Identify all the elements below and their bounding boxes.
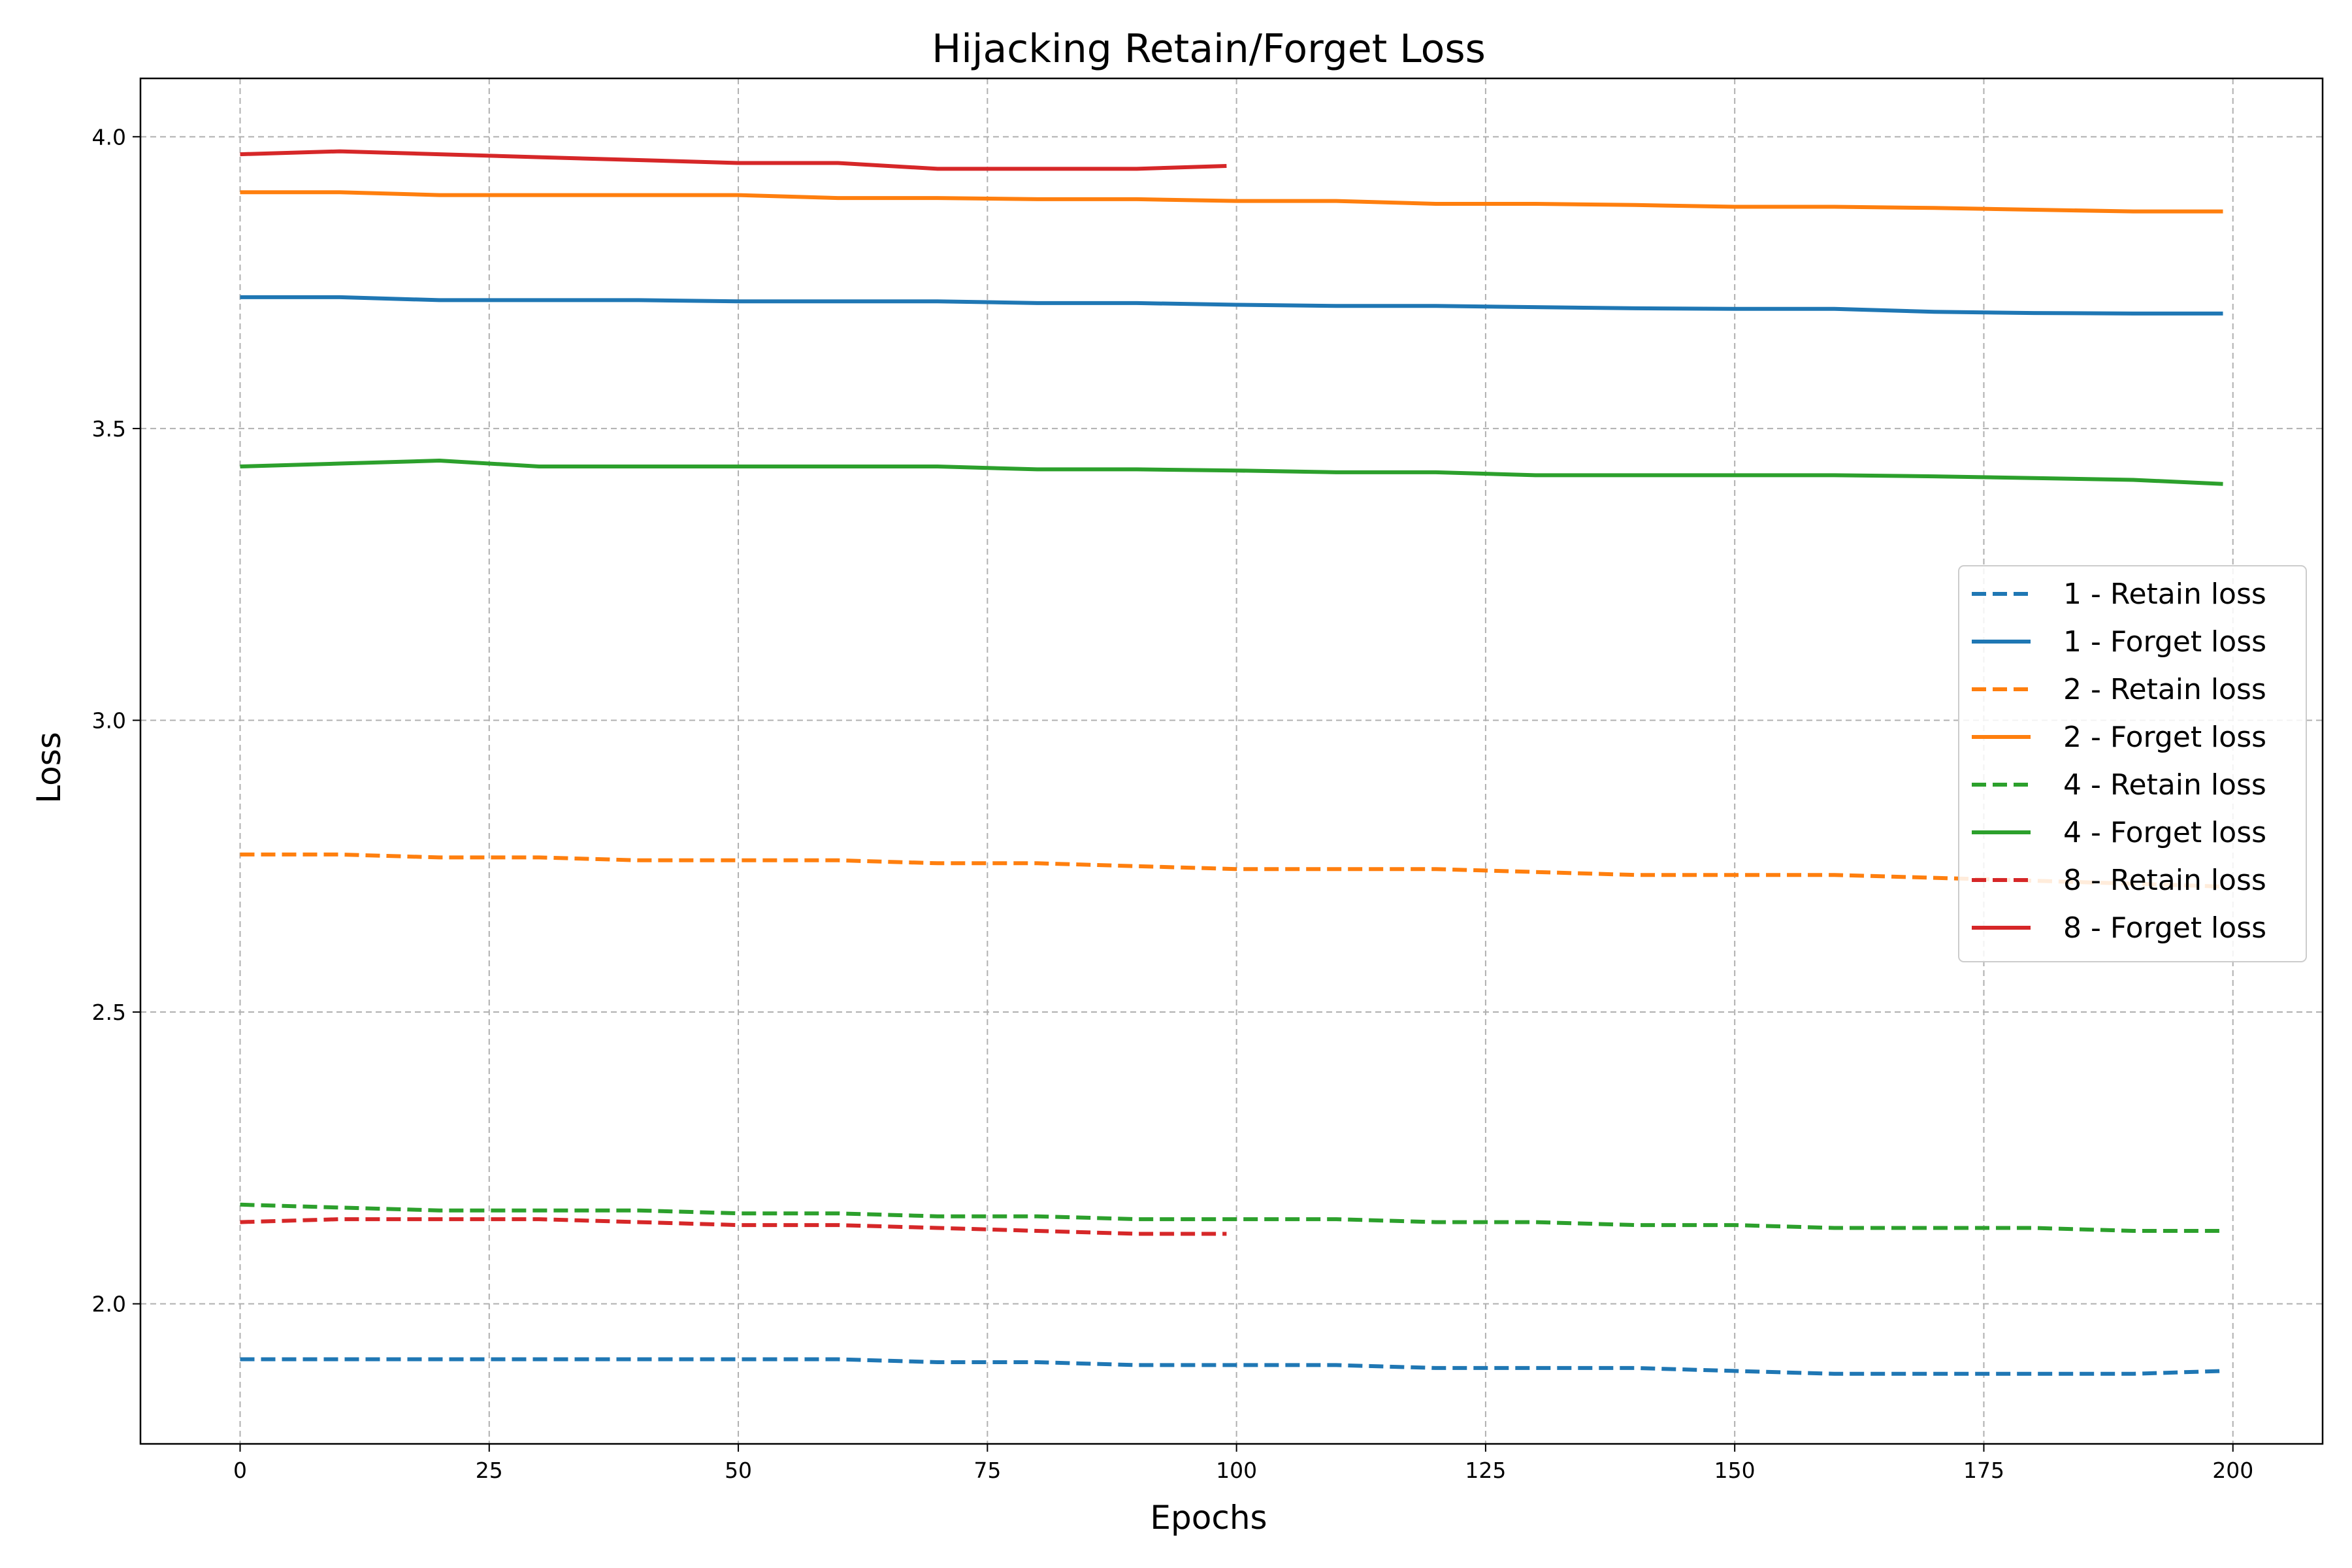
x-tick-label: 75 <box>973 1458 1001 1483</box>
y-tick-label: 3.5 <box>92 416 126 442</box>
series-line-2 <box>240 295 2223 316</box>
x-tick-label: 100 <box>1216 1458 1257 1483</box>
grid <box>140 78 2323 1444</box>
x-tick-label: 200 <box>2212 1458 2253 1483</box>
legend-box <box>1958 565 2307 962</box>
series-line-4 <box>240 190 2223 214</box>
legend-label: 2 - Forget loss <box>2063 721 2266 754</box>
legend-label: 1 - Forget loss <box>2063 625 2266 659</box>
legend-label: 8 - Forget loss <box>2063 911 2266 945</box>
x-tick-label: 175 <box>1963 1458 2004 1483</box>
series-line-3 <box>240 852 2223 889</box>
legend: 1 - Retain loss 1 - Forget loss 2 - Retain… <box>1958 565 2307 962</box>
plot-frame <box>139 77 2324 1445</box>
legend-label: 2 - Retain loss <box>2063 673 2266 706</box>
y-tick-label: 2.0 <box>92 1292 126 1317</box>
legend-label: 1 - Retain loss <box>2063 578 2266 611</box>
y-axis-label: Loss <box>30 732 68 804</box>
y-tick-label: 4.0 <box>92 124 126 150</box>
series-lines <box>240 149 2223 1376</box>
legend-label: 4 - Forget loss <box>2063 816 2266 849</box>
legend-label: 4 - Retain loss <box>2063 768 2266 802</box>
chart-title: Hijacking Retain/Forget Loss <box>932 26 1486 72</box>
series-line-8 <box>240 149 1227 171</box>
y-tick-label: 2.5 <box>92 1000 126 1025</box>
y-tick-label: 3.0 <box>92 708 126 733</box>
legend-label: 8 - Retain loss <box>2063 864 2266 897</box>
series-line-6 <box>240 459 2223 486</box>
x-tick-label: 150 <box>1714 1458 1756 1483</box>
x-tick-label: 125 <box>1465 1458 1506 1483</box>
x-tick-label: 0 <box>233 1458 247 1483</box>
x-tick-label: 50 <box>725 1458 752 1483</box>
series-line-1 <box>240 1357 2223 1376</box>
ticks: 0 25 50 75 100 125 150 175 200 2.0 2.5 3.0 3.5 4.0 <box>92 124 2254 1483</box>
x-axis-label: Epochs <box>1150 1499 1267 1537</box>
x-tick-label: 25 <box>476 1458 503 1483</box>
series-line-5 <box>240 1202 2223 1233</box>
